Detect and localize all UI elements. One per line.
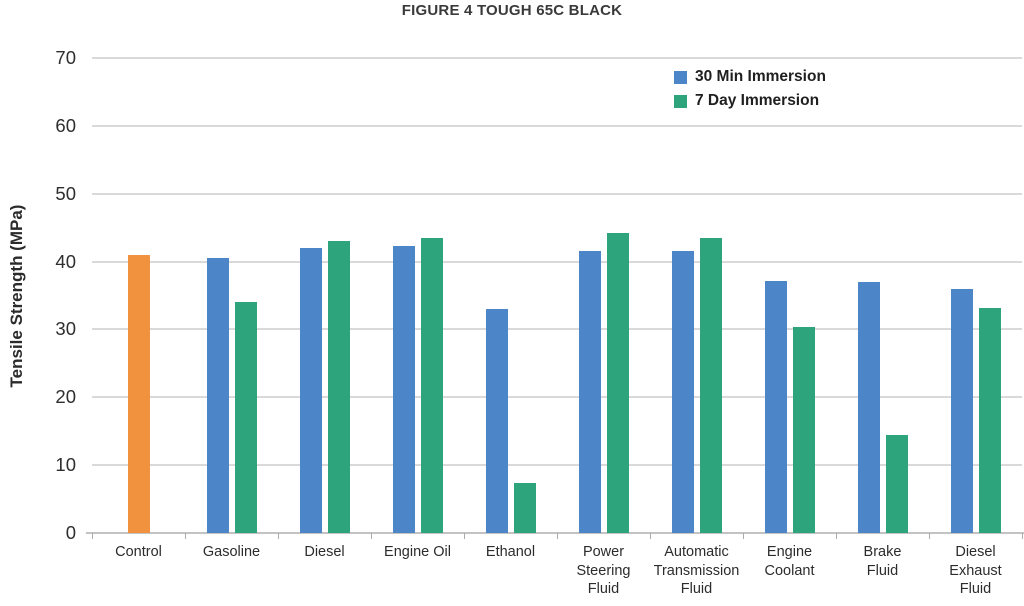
chart-title: FIGURE 4 TOUGH 65C BLACK [401,2,623,19]
y-tick-label: 50 [55,182,76,204]
gridline-y-40 [92,260,1022,263]
plot-area [92,57,1022,533]
gridline-y-60 [92,124,1022,127]
x-category-label: Engine Oil [384,544,451,560]
legend-swatch-icon [674,70,687,84]
bar-7-day-immersion-diesel [327,241,350,533]
legend-label: 7 Day Immersion [695,92,820,109]
chart-legend: 30 Min Immersion 7 Day Immersion [674,66,826,112]
gridline-y-50 [92,192,1022,195]
bar-control-control [127,254,150,533]
x-axis-tick [650,533,651,539]
gridline-y-10 [92,464,1022,467]
legend-swatch-icon [674,94,687,108]
x-category-label: Diesel [304,544,345,560]
y-tick-label: 40 [55,250,76,272]
x-category-label: Diesel Exhaust Fluid [949,544,1002,598]
x-category-label: Engine Coolant [764,544,815,579]
x-category-label: Ethanol [485,544,536,560]
bar-7-day-immersion-power-steering-fluid [606,233,629,533]
x-category-label: Control [115,544,162,560]
bar-7-day-immersion-ethanol [513,483,536,533]
x-axis-tick [278,533,279,539]
legend-label: 30 Min Immersion [695,68,826,85]
x-axis-tick [185,533,186,539]
bar-30-min-immersion-diesel [299,248,322,533]
gridline-y-30 [92,328,1022,331]
bar-7-day-immersion-automatic-transmission-fluid [699,237,722,533]
x-axis-line [86,532,1024,534]
bar-7-day-immersion-engine-oil [420,237,443,533]
y-axis-label: Tensile Strength (MPa) [7,204,26,388]
bar-7-day-immersion-gasoline [234,302,257,533]
y-tick-label: 20 [55,386,76,408]
y-tick-label: 0 [65,522,76,543]
y-tick-label: 10 [55,454,76,476]
bar-7-day-immersion-diesel-exhaust-fluid [978,307,1001,533]
bar-7-day-immersion-engine-coolant [792,326,815,533]
bar-30-min-immersion-engine-oil [392,245,415,533]
y-tick-label: 70 [55,47,76,68]
x-axis-tick [743,533,744,539]
x-axis-tick [557,533,558,539]
legend-item-30-min-immersion: 30 Min Immersion [674,66,826,88]
x-axis-tick [1022,533,1023,539]
bar-7-day-immersion-brake-fluid [885,434,908,533]
bar-30-min-immersion-ethanol [485,309,508,533]
bar-30-min-immersion-engine-coolant [764,280,787,533]
bar-30-min-immersion-power-steering-fluid [578,251,601,533]
x-axis-tick [92,533,93,539]
gridline-y-70 [92,57,1022,59]
x-axis-tick [836,533,837,539]
x-axis-tick [929,533,930,539]
x-axis-tick [371,533,372,539]
x-category-label: Gasoline [202,544,261,560]
bar-30-min-immersion-automatic-transmission-fluid [671,251,694,533]
x-category-label: Automatic Transmission Fluid [653,544,740,598]
x-category-label: Brake Fluid [863,544,902,579]
bar-30-min-immersion-brake-fluid [857,281,880,533]
x-axis-tick [464,533,465,539]
bar-30-min-immersion-diesel-exhaust-fluid [950,288,973,533]
y-tick-label: 30 [55,318,76,340]
bar-30-min-immersion-gasoline [206,258,229,533]
gridline-y-20 [92,396,1022,399]
y-tick-label: 60 [55,114,76,136]
x-category-label: Power Steering Fluid [576,544,631,598]
legend-item-7-day-immersion: 7 Day Immersion [674,90,826,112]
